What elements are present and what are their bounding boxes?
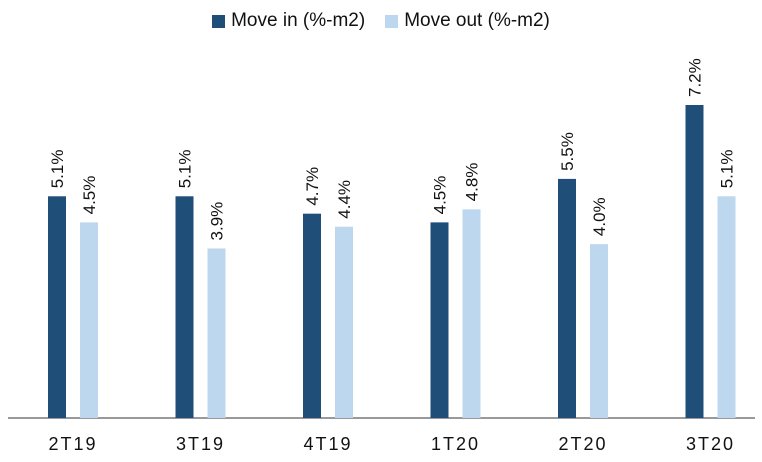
data-label-move-in-3T19: 5.1% <box>176 150 195 189</box>
x-tick-label-1T20: 1T20 <box>431 434 480 454</box>
data-label-move-in-2T20: 5.5% <box>558 132 577 171</box>
legend-swatch-move-in <box>212 14 226 28</box>
bar-move-in-4T19 <box>303 213 321 418</box>
bar-move-in-2T20 <box>558 178 576 418</box>
data-label-move-out-2T20: 4.0% <box>590 197 609 236</box>
x-tick-label-3T20: 3T20 <box>686 434 735 454</box>
bar-move-in-2T19 <box>48 196 66 418</box>
data-label-move-out-3T19: 3.9% <box>208 202 227 241</box>
legend-item-move-out: Move out (%-m2) <box>385 10 550 32</box>
data-label-move-in-3T20: 7.2% <box>686 58 705 97</box>
data-label-move-in-2T19: 5.1% <box>48 150 67 189</box>
x-tick-label-3T19: 3T19 <box>176 434 225 454</box>
bar-move-out-3T20 <box>717 196 736 418</box>
bar-move-in-1T20 <box>430 222 449 418</box>
bar-move-out-3T19 <box>207 248 226 418</box>
bar-move-out-2T20 <box>590 244 608 418</box>
legend-item-move-in: Move in (%-m2) <box>212 10 365 32</box>
bar-move-out-1T20 <box>462 209 481 418</box>
bar-move-out-4T19 <box>335 226 353 418</box>
x-tick-label-4T19: 4T19 <box>303 434 352 454</box>
data-label-move-out-3T20: 5.1% <box>718 150 737 189</box>
data-label-move-out-4T19: 4.4% <box>335 180 354 219</box>
legend-swatch-move-out <box>385 14 399 28</box>
legend-label-move-out: Move out (%-m2) <box>404 10 550 31</box>
bar-move-in-3T19 <box>175 196 194 418</box>
x-tick-label-2T20: 2T20 <box>558 434 607 454</box>
bar-move-out-2T19 <box>80 222 98 418</box>
bar-move-in-3T20 <box>685 105 704 418</box>
data-label-move-in-4T19: 4.7% <box>303 167 322 206</box>
data-label-move-out-2T19: 4.5% <box>80 176 99 215</box>
x-tick-label-2T19: 2T19 <box>48 434 97 454</box>
legend-label-move-in: Move in (%-m2) <box>231 10 366 31</box>
data-label-move-in-1T20: 4.5% <box>431 176 450 215</box>
data-label-move-out-1T20: 4.8% <box>463 163 482 202</box>
legend: Move in (%-m2) Move out (%-m2) <box>0 10 762 32</box>
